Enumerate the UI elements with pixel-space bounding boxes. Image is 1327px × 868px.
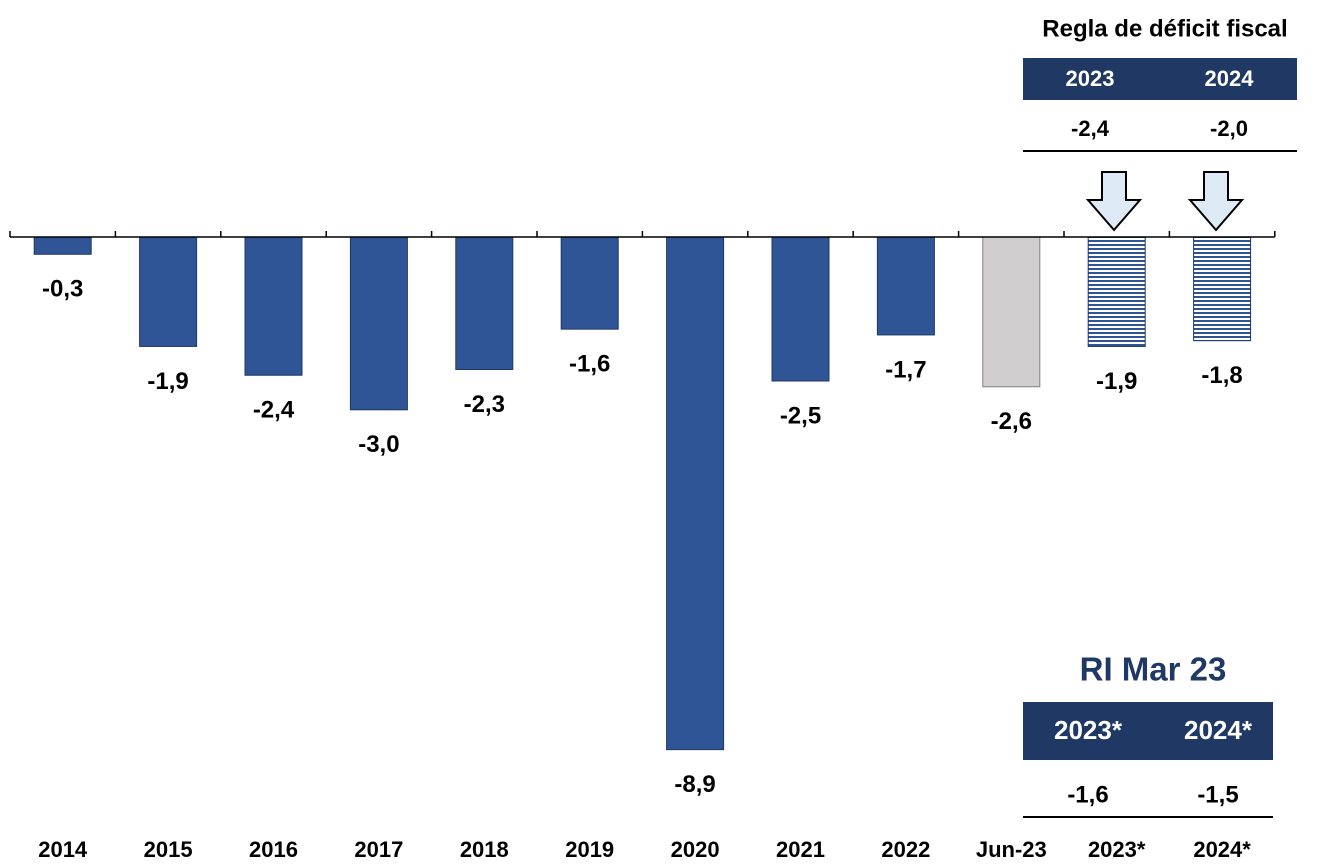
data-label: -1,9 xyxy=(147,368,188,395)
bar xyxy=(982,236,1041,388)
arrow xyxy=(1085,171,1143,232)
bar xyxy=(1087,236,1146,347)
data-label: -1,6 xyxy=(569,351,610,378)
x-tick-label: 2024* xyxy=(1193,837,1251,862)
data-label: -3,0 xyxy=(358,431,399,458)
data-label: -1,7 xyxy=(885,356,926,383)
data-label: -2,4 xyxy=(253,397,295,424)
data-label: -1,8 xyxy=(1201,362,1242,389)
rule-table-title: Regla de déficit fiscal xyxy=(1042,15,1287,42)
ri-table-header: 2023* xyxy=(1054,715,1123,745)
x-tick-label: Jun-23 xyxy=(976,837,1047,862)
arrow xyxy=(1187,171,1245,232)
ri-table-title: RI Mar 23 xyxy=(1080,651,1227,688)
rule-table-header: 2024 xyxy=(1205,66,1255,91)
ri-table-value: -1,6 xyxy=(1067,781,1108,808)
x-tick-label: 2016 xyxy=(249,837,298,862)
rule-table-header-bg xyxy=(1023,58,1297,100)
x-tick-label: 2021 xyxy=(776,837,825,862)
x-tick-label: 2014 xyxy=(38,837,88,862)
x-tick-label: 2020 xyxy=(671,837,720,862)
x-tick-label: 2018 xyxy=(460,837,509,862)
data-label: -1,9 xyxy=(1096,368,1137,395)
data-label: -0,3 xyxy=(42,276,83,303)
x-tick-label: 2022 xyxy=(881,837,930,862)
bar xyxy=(666,236,725,751)
bar xyxy=(244,236,303,376)
rule-table-header: 2023 xyxy=(1066,66,1115,91)
ri-table-header: 2024* xyxy=(1184,715,1253,745)
bar xyxy=(139,236,198,347)
bar xyxy=(876,236,935,336)
bar xyxy=(349,236,408,411)
bar xyxy=(771,236,830,382)
data-label: -2,5 xyxy=(780,402,821,429)
rule-table-value: -2,4 xyxy=(1071,116,1110,141)
data-label: -2,6 xyxy=(991,408,1032,435)
bar xyxy=(1193,236,1252,342)
x-tick-label: 2015 xyxy=(144,837,193,862)
bar xyxy=(33,236,92,255)
x-tick-label: 2017 xyxy=(354,837,403,862)
bar xyxy=(455,236,514,370)
ri-table-header-bg xyxy=(1023,702,1273,760)
rule-table-value: -2,0 xyxy=(1210,116,1248,141)
data-label: -2,3 xyxy=(464,391,505,418)
bar xyxy=(560,236,619,330)
x-tick-label: 2023* xyxy=(1088,837,1146,862)
x-tick-label: 2019 xyxy=(565,837,614,862)
data-label: -8,9 xyxy=(674,771,715,798)
ri-table-value: -1,5 xyxy=(1197,781,1238,808)
